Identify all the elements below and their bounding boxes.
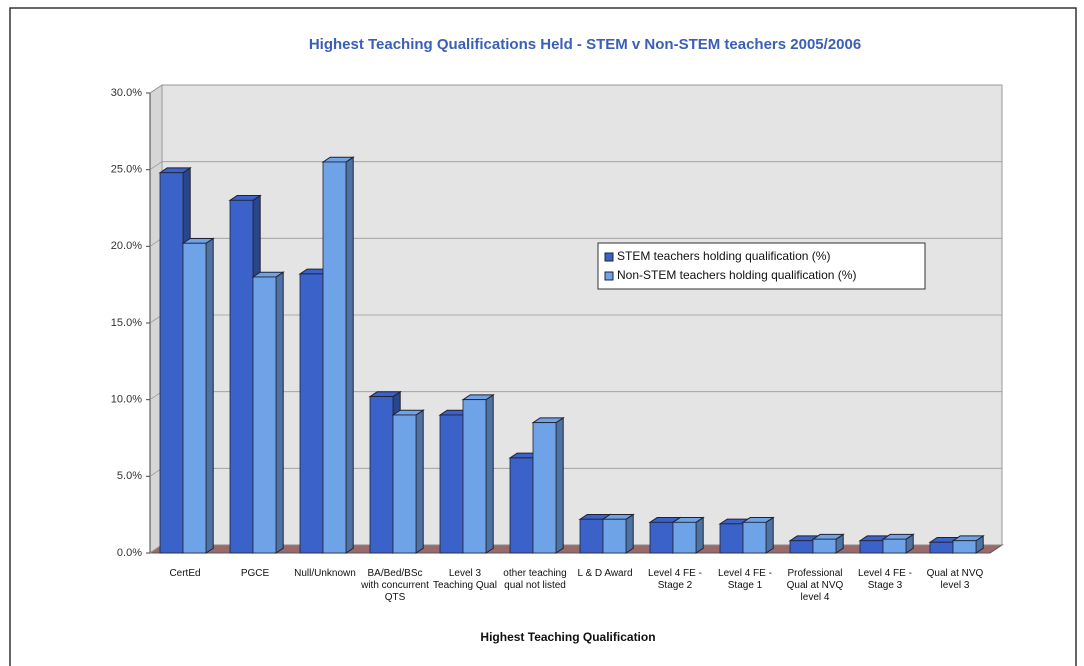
bar-front	[252, 276, 277, 554]
bar	[671, 516, 705, 554]
bar-side	[415, 409, 424, 554]
bar	[741, 516, 775, 554]
bar-front	[182, 242, 207, 554]
x-tick-label: Level 3 Teaching Qual	[433, 568, 497, 591]
bar	[811, 533, 845, 554]
y-tick-label: 10.0%	[111, 394, 142, 406]
bar-front	[649, 521, 674, 554]
y-tick-label: 15.0%	[111, 317, 142, 329]
y-tick-label: 25.0%	[111, 164, 142, 176]
bar-side	[205, 237, 214, 554]
y-tick-label: 30.0%	[111, 87, 142, 99]
x-tick-label: CertEd	[169, 568, 201, 579]
bar-front	[509, 457, 534, 554]
chart-title: Highest Teaching Qualifications Held - S…	[309, 36, 861, 53]
x-tick-label: Null/Unknown	[294, 568, 356, 579]
bar-front	[579, 518, 604, 554]
bar-front	[602, 518, 627, 554]
bar-front	[672, 521, 697, 554]
x-tick-label: Level 4 FE - Stage 3	[858, 568, 912, 591]
bar	[181, 237, 215, 554]
x-tick-label: Professional Qual at NVQ level 4	[786, 568, 844, 603]
bar-side	[485, 393, 494, 554]
bar-front	[299, 273, 324, 554]
bar-front	[859, 540, 884, 554]
legend-box	[597, 242, 926, 290]
y-tick-label: 5.0%	[117, 470, 142, 482]
bar-front	[159, 172, 184, 554]
bar-side	[345, 156, 354, 554]
y-tick-label: 0.0%	[117, 547, 142, 559]
x-axis-label: Highest Teaching Qualification	[480, 630, 655, 644]
bar-front	[742, 521, 767, 554]
bar-front	[929, 541, 954, 554]
legend-swatch	[604, 271, 614, 281]
bar-front	[789, 540, 814, 554]
bar-front	[322, 161, 347, 554]
legend-label: STEM teachers holding qualification (%)	[617, 249, 830, 263]
bar	[881, 533, 915, 554]
bar	[251, 271, 285, 554]
legend-label: Non-STEM teachers holding qualification …	[617, 268, 856, 282]
bar	[951, 534, 985, 554]
x-tick-label: BA/Bed/BSc with concurrent QTS	[361, 568, 429, 603]
x-tick-label: Level 4 FE - Stage 1	[718, 568, 772, 591]
bar-front	[952, 540, 977, 554]
legend-swatch	[604, 252, 614, 262]
bar	[461, 393, 495, 554]
bar-front	[532, 422, 557, 554]
bar	[391, 409, 425, 554]
x-tick-label: other teaching qual not listed	[503, 568, 567, 591]
x-tick-label: Level 4 FE - Stage 2	[648, 568, 702, 591]
bar-front	[439, 414, 464, 554]
bar	[531, 416, 565, 554]
bar-front	[392, 414, 417, 554]
bar-side	[275, 271, 284, 554]
bar-side	[695, 516, 704, 554]
bar-side	[625, 513, 634, 554]
bar	[601, 513, 635, 554]
bar-front	[812, 538, 837, 554]
bar	[321, 156, 355, 554]
bar-front	[369, 396, 394, 554]
grid-line	[149, 84, 1002, 94]
bar-front	[229, 199, 254, 554]
x-tick-label: Qual at NVQ level 3	[926, 568, 984, 591]
x-tick-label: L & D Award	[577, 568, 633, 579]
x-tick-label: PGCE	[240, 568, 270, 579]
grid-line	[149, 161, 1002, 170]
bar-front	[882, 538, 907, 554]
y-tick-label: 20.0%	[111, 240, 142, 252]
bar-side	[765, 516, 774, 554]
bar-side	[555, 416, 564, 554]
bar-front	[462, 399, 487, 554]
bar-front	[719, 523, 744, 554]
